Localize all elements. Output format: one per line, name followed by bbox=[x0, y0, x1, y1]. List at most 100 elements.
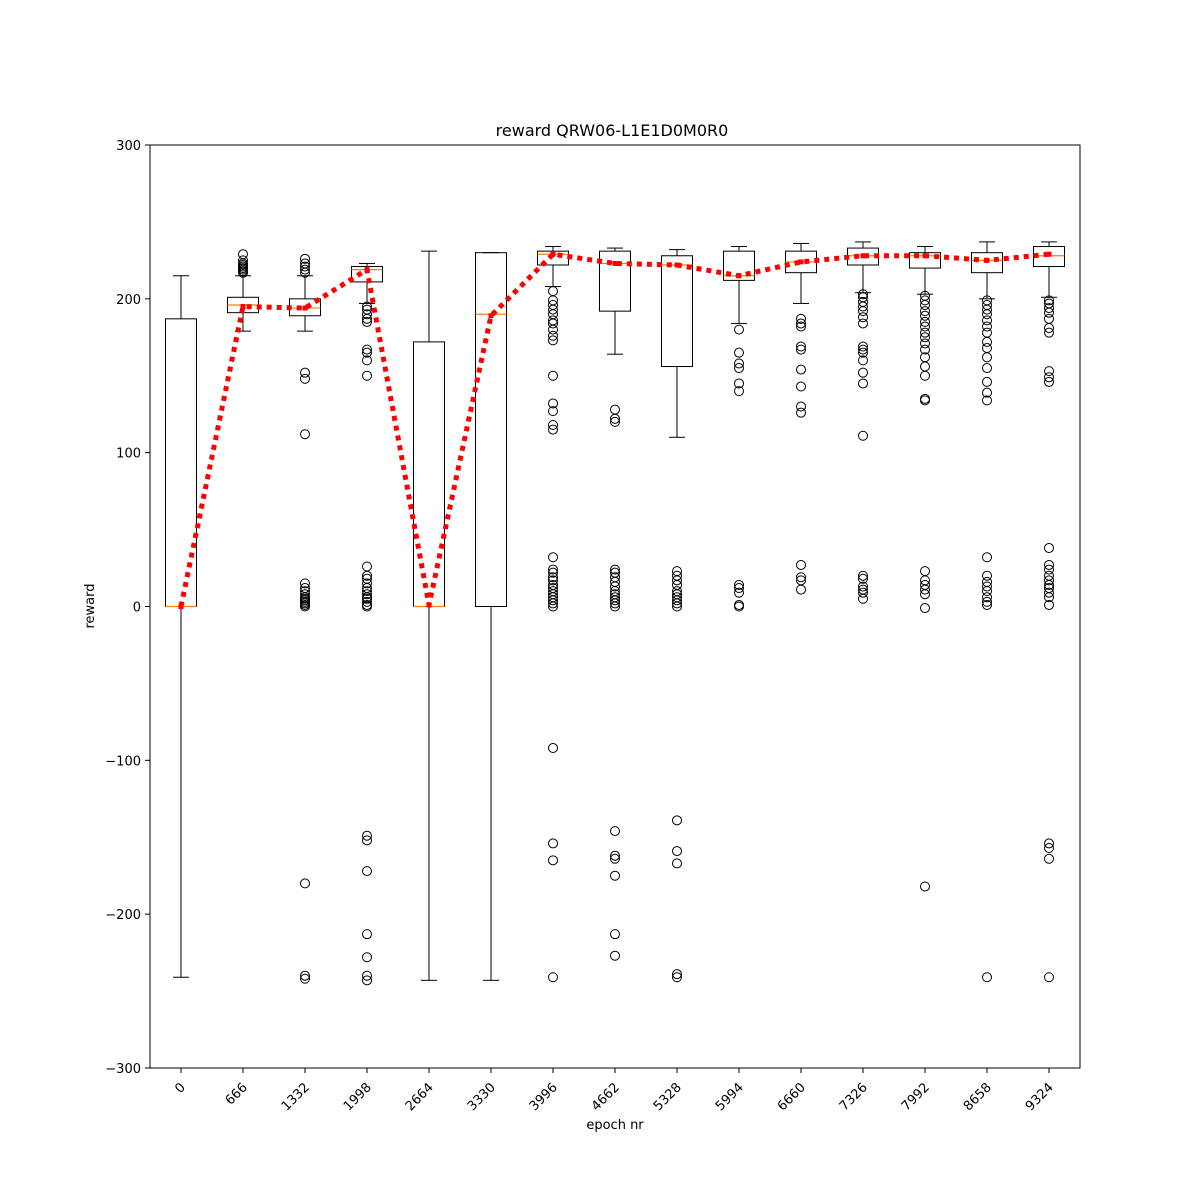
outlier-point bbox=[920, 299, 930, 310]
mean-dotted-line bbox=[178, 251, 1050, 608]
outlier-point bbox=[362, 309, 372, 320]
outlier-point bbox=[548, 304, 558, 315]
mean-marker bbox=[674, 262, 680, 268]
outlier-point bbox=[362, 344, 372, 355]
outlier-point bbox=[610, 870, 620, 881]
outlier-point bbox=[1044, 564, 1054, 575]
outlier-point bbox=[920, 310, 930, 321]
outlier-point bbox=[672, 972, 682, 983]
outlier-point bbox=[858, 306, 868, 317]
outlier-point bbox=[734, 579, 744, 590]
outlier-point bbox=[920, 327, 930, 338]
outlier-point bbox=[982, 336, 992, 347]
outlier-point bbox=[920, 370, 930, 381]
outlier-point bbox=[362, 601, 372, 612]
outlier-point bbox=[300, 373, 310, 384]
outlier-point bbox=[1044, 592, 1054, 603]
outlier-point bbox=[548, 601, 558, 612]
outlier-point bbox=[548, 575, 558, 586]
outlier-point bbox=[610, 598, 620, 609]
outlier-point bbox=[1044, 579, 1054, 590]
outlier-point bbox=[362, 593, 372, 604]
outlier-point bbox=[610, 853, 620, 864]
outlier-point bbox=[982, 552, 992, 563]
outlier-point bbox=[734, 358, 744, 369]
outlier-point bbox=[362, 866, 372, 877]
outlier-point bbox=[858, 378, 868, 389]
outlier-point bbox=[858, 347, 868, 358]
outlier-point bbox=[796, 584, 806, 595]
outlier-point bbox=[734, 583, 744, 594]
outlier-point bbox=[982, 352, 992, 363]
outlier-point bbox=[1044, 295, 1054, 306]
outlier-point bbox=[796, 341, 806, 352]
outlier-point bbox=[982, 304, 992, 315]
outlier-point bbox=[982, 387, 992, 398]
y-tick-label: −100 bbox=[105, 754, 141, 769]
outlier-point bbox=[362, 830, 372, 841]
outlier-point bbox=[548, 838, 558, 849]
outlier-point bbox=[362, 952, 372, 963]
outlier-point bbox=[1044, 838, 1054, 849]
outlier-point bbox=[548, 424, 558, 435]
outlier-point bbox=[610, 950, 620, 961]
outlier-point bbox=[1044, 587, 1054, 598]
outlier-point bbox=[238, 255, 248, 266]
outlier-point bbox=[548, 564, 558, 575]
outlier-point bbox=[300, 973, 310, 984]
outlier-point bbox=[362, 316, 372, 327]
outlier-point bbox=[796, 318, 806, 329]
outlier-point bbox=[920, 295, 930, 306]
mean-marker bbox=[612, 260, 618, 266]
outlier-point bbox=[982, 376, 992, 387]
outlier-point bbox=[796, 344, 806, 355]
outlier-point bbox=[982, 395, 992, 406]
outlier-point bbox=[858, 355, 868, 366]
mean-marker bbox=[178, 604, 184, 609]
outlier-point bbox=[734, 601, 744, 612]
outlier-point bbox=[734, 324, 744, 335]
outlier-point bbox=[982, 586, 992, 597]
outlier-point bbox=[858, 573, 868, 584]
outlier-point bbox=[300, 258, 310, 269]
outlier-point bbox=[362, 975, 372, 986]
outlier-point bbox=[1044, 972, 1054, 983]
outlier-point bbox=[1044, 559, 1054, 570]
outlier-point bbox=[1044, 307, 1054, 318]
outlier-point bbox=[858, 587, 868, 598]
outlier-point bbox=[982, 315, 992, 326]
outlier-point bbox=[920, 584, 930, 595]
outlier-point bbox=[858, 344, 868, 355]
outlier-point bbox=[920, 338, 930, 349]
outlier-point bbox=[548, 398, 558, 409]
outlier-point bbox=[1044, 323, 1054, 334]
outlier-point bbox=[300, 261, 310, 272]
mean-marker bbox=[426, 602, 432, 608]
y-axis-label: reward bbox=[83, 583, 98, 628]
outlier-point bbox=[362, 589, 372, 600]
outlier-point bbox=[796, 401, 806, 412]
mean-marker bbox=[1046, 251, 1052, 257]
outlier-point bbox=[796, 407, 806, 418]
mean-marker bbox=[550, 251, 556, 257]
y-tick-label: 300 bbox=[116, 139, 141, 154]
outlier-point bbox=[548, 595, 558, 606]
box-4662 bbox=[599, 250, 631, 312]
mean-marker bbox=[798, 259, 804, 265]
outlier-point bbox=[300, 264, 310, 275]
outlier-point bbox=[920, 316, 930, 327]
outlier-point bbox=[796, 559, 806, 570]
outlier-point bbox=[1044, 843, 1054, 854]
outlier-point bbox=[610, 416, 620, 427]
outlier-point bbox=[858, 301, 868, 312]
outlier-point bbox=[362, 355, 372, 366]
outlier-point bbox=[1044, 327, 1054, 338]
outlier-point bbox=[362, 835, 372, 846]
outlier-point bbox=[982, 972, 992, 983]
outlier-point bbox=[362, 347, 372, 358]
mean-marker bbox=[488, 313, 494, 319]
outlier-point bbox=[734, 378, 744, 389]
mean-marker bbox=[364, 267, 370, 273]
outlier-point bbox=[982, 596, 992, 607]
